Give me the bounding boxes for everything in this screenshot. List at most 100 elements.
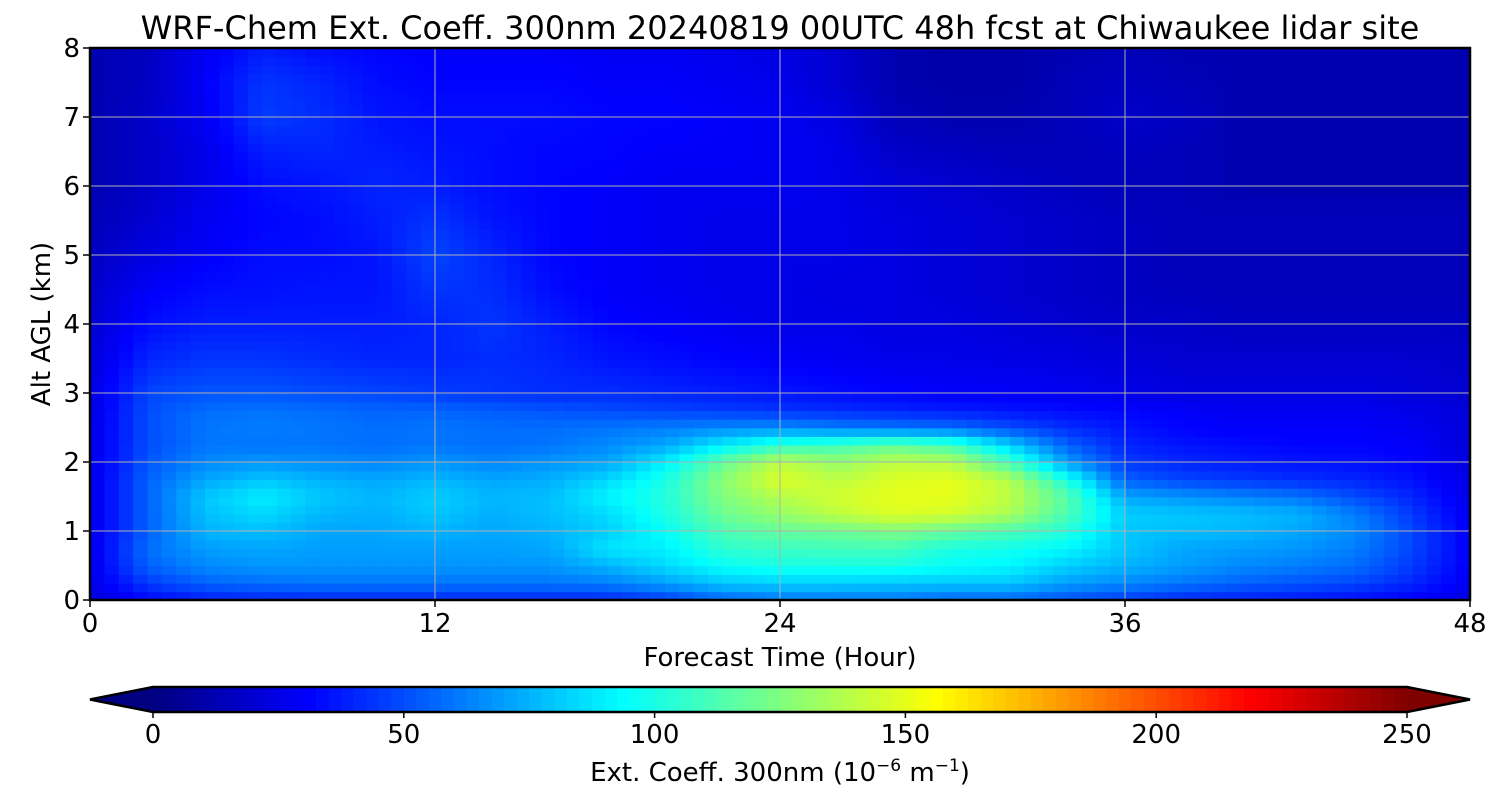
heatmap-cell (665, 487, 681, 498)
heatmap-cell (1067, 237, 1083, 248)
heatmap-cell (1268, 427, 1284, 437)
heatmap-cell (1225, 332, 1241, 343)
heatmap-cell (1139, 298, 1155, 308)
heatmap-cell (1268, 306, 1284, 317)
heatmap-cell (578, 410, 594, 420)
heatmap-cell (377, 211, 393, 222)
heatmap-cell (880, 513, 896, 524)
heatmap-cell (190, 186, 206, 196)
heatmap-cell (1398, 160, 1414, 170)
heatmap-cell (147, 349, 163, 360)
heatmap-cell (118, 168, 134, 179)
heatmap-cell (880, 418, 896, 429)
heatmap-cell (276, 513, 293, 524)
heatmap-cell (420, 418, 436, 429)
heatmap-cell (535, 556, 551, 567)
heatmap-cell (463, 177, 479, 187)
heatmap-cell (1369, 160, 1385, 170)
heatmap-cell (1182, 487, 1198, 498)
heatmap-cell (708, 211, 724, 222)
heatmap-cell (679, 211, 695, 222)
heatmap-cell (880, 470, 896, 481)
heatmap-cell (147, 332, 163, 343)
heatmap-cell (377, 436, 393, 446)
heatmap-cell (736, 565, 753, 575)
heatmap-cell (607, 280, 623, 291)
heatmap-cell (1196, 349, 1213, 360)
heatmap-cell (966, 358, 983, 368)
heatmap-cell (808, 358, 824, 368)
heatmap-cell (348, 522, 364, 532)
heatmap-cell (1038, 565, 1054, 575)
heatmap-cell (1010, 306, 1026, 317)
heatmap-cell (1426, 496, 1443, 506)
heatmap-cell (1139, 332, 1155, 343)
heatmap-cell (521, 177, 537, 187)
heatmap-cell (607, 548, 623, 558)
heatmap-cell (1369, 410, 1385, 420)
heatmap-cell (966, 246, 983, 256)
heatmap-cell (391, 203, 408, 213)
heatmap-cell (966, 367, 983, 377)
heatmap-cell (1182, 263, 1198, 274)
heatmap-cell (1211, 229, 1227, 239)
heatmap-cell (780, 255, 796, 265)
heatmap-cell (909, 280, 925, 291)
heatmap-cell (1311, 367, 1328, 377)
heatmap-cell (1412, 375, 1428, 386)
heatmap-cell (952, 479, 968, 489)
heatmap-cell (463, 436, 479, 446)
heatmap-cell (1067, 470, 1083, 481)
heatmap-cell (176, 436, 192, 446)
heatmap-cell (722, 462, 738, 472)
heatmap-cell (133, 237, 149, 248)
heatmap-cell (535, 298, 551, 308)
heatmap-cell (521, 444, 537, 455)
heatmap-cell (1326, 401, 1342, 412)
heatmap-cell (966, 349, 983, 360)
heatmap-cell (679, 505, 695, 515)
heatmap-cell (1096, 289, 1112, 299)
heatmap-cell (564, 522, 580, 532)
heatmap-cell (693, 263, 709, 274)
heatmap-cell (650, 177, 666, 187)
heatmap-cell (248, 220, 264, 230)
heatmap-cell (1081, 513, 1098, 524)
heatmap-cell (1153, 531, 1169, 541)
heatmap-cell (794, 453, 810, 463)
heatmap-cell (478, 591, 494, 600)
heatmap-cell (1426, 280, 1443, 291)
heatmap-cell (1110, 168, 1126, 179)
heatmap-cell (995, 462, 1011, 472)
heatmap-cell (118, 427, 134, 437)
heatmap-cell (1196, 298, 1213, 308)
heatmap-cell (391, 272, 408, 282)
heatmap-cell (449, 522, 465, 532)
heatmap-cell (765, 255, 781, 265)
heatmap-cell (1211, 470, 1227, 481)
heatmap-cell (1110, 470, 1126, 481)
heatmap-cell (1240, 522, 1256, 532)
heatmap-cell (463, 513, 479, 524)
heatmap-cell (348, 462, 364, 472)
heatmap-cell (1024, 470, 1040, 481)
heatmap-cell (1398, 496, 1414, 506)
heatmap-cell (463, 168, 479, 179)
heatmap-cell (1225, 220, 1241, 230)
heatmap-cell (1196, 160, 1213, 170)
heatmap-cell (607, 470, 623, 481)
heatmap-cell (938, 444, 954, 455)
heatmap-cell (233, 194, 249, 205)
heatmap-cell (147, 289, 163, 299)
heatmap-cell (1225, 513, 1241, 524)
heatmap-cell (837, 565, 853, 575)
heatmap-cell (679, 272, 695, 282)
heatmap-cell (851, 436, 868, 446)
heatmap-cell (1355, 522, 1371, 532)
heatmap-cell (205, 315, 221, 325)
heatmap-cell (1254, 418, 1270, 429)
heatmap-cell (909, 401, 925, 412)
heatmap-cell (276, 487, 293, 498)
heatmap-cell (722, 487, 738, 498)
heatmap-cell (377, 263, 393, 274)
